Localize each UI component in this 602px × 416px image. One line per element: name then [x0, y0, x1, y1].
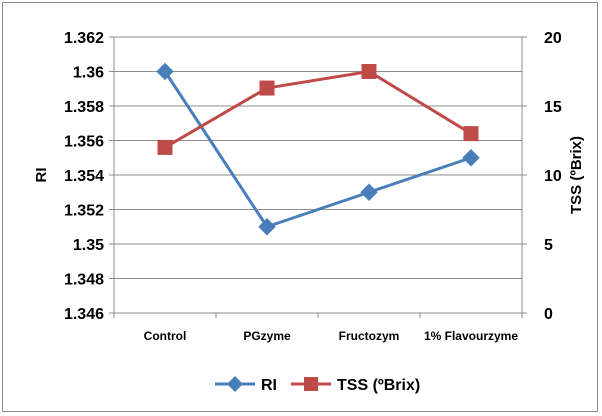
y-tick-label: 1.354 [64, 168, 104, 185]
legend: RI TSS (ºBrix) [215, 376, 420, 394]
y2-tick-label: 10 [544, 168, 562, 185]
y-axis-right-title: TSS (ºBrix) [568, 136, 585, 214]
series-layer [156, 62, 480, 236]
data-point-ri [462, 149, 480, 167]
series-line-ri [163, 70, 472, 229]
y-tick-label: 1.362 [64, 30, 104, 47]
data-point-tss [157, 139, 173, 155]
gridlines [114, 36, 522, 279]
chart-frame [2, 2, 598, 412]
data-point-tss [259, 80, 275, 96]
x-axis-categories: Control PGzyme Fructozym 1% Flavourzyme [113, 313, 523, 343]
y-tick-label: 1.36 [73, 65, 104, 82]
y-axis-left-ticks: 1.362 1.36 1.358 1.356 1.354 1.352 1.35 1.348 1.… [64, 30, 114, 323]
legend-tss-square-icon [304, 377, 318, 391]
y2-tick-label: 15 [544, 99, 562, 116]
y-tick-label: 1.358 [64, 99, 104, 116]
data-point-ri [258, 218, 276, 236]
x-category-label: 1% Flavourzyme [424, 329, 518, 343]
y-axis-left-title: RI [33, 168, 50, 183]
legend-ri-diamond-icon [227, 376, 243, 392]
x-category-label: Control [144, 329, 187, 343]
series-line-tss [164, 70, 472, 149]
y-axis-right-ticks: 20 15 10 5 0 [522, 30, 562, 323]
data-point-tss [361, 64, 377, 79]
y-tick-label: 1.35 [73, 237, 104, 254]
legend-item-ri: RI [215, 376, 277, 394]
legend-tss-label: TSS (ºBrix) [337, 377, 420, 394]
data-point-ri [156, 62, 174, 81]
y-tick-label: 1.352 [64, 203, 104, 220]
y-tick-label: 1.346 [64, 306, 104, 323]
x-category-label: PGzyme [243, 329, 291, 343]
y-tick-label: 1.356 [64, 134, 104, 151]
data-point-ri [360, 183, 378, 201]
data-point-tss [463, 126, 479, 142]
legend-item-tss: TSS (ºBrix) [291, 377, 420, 394]
legend-ri-label: RI [261, 377, 277, 394]
y2-tick-label: 0 [544, 306, 553, 323]
x-category-label: Fructozym [339, 329, 400, 343]
y2-tick-label: 5 [544, 237, 553, 254]
y-tick-label: 1.348 [64, 272, 104, 289]
y2-tick-label: 20 [544, 30, 562, 47]
